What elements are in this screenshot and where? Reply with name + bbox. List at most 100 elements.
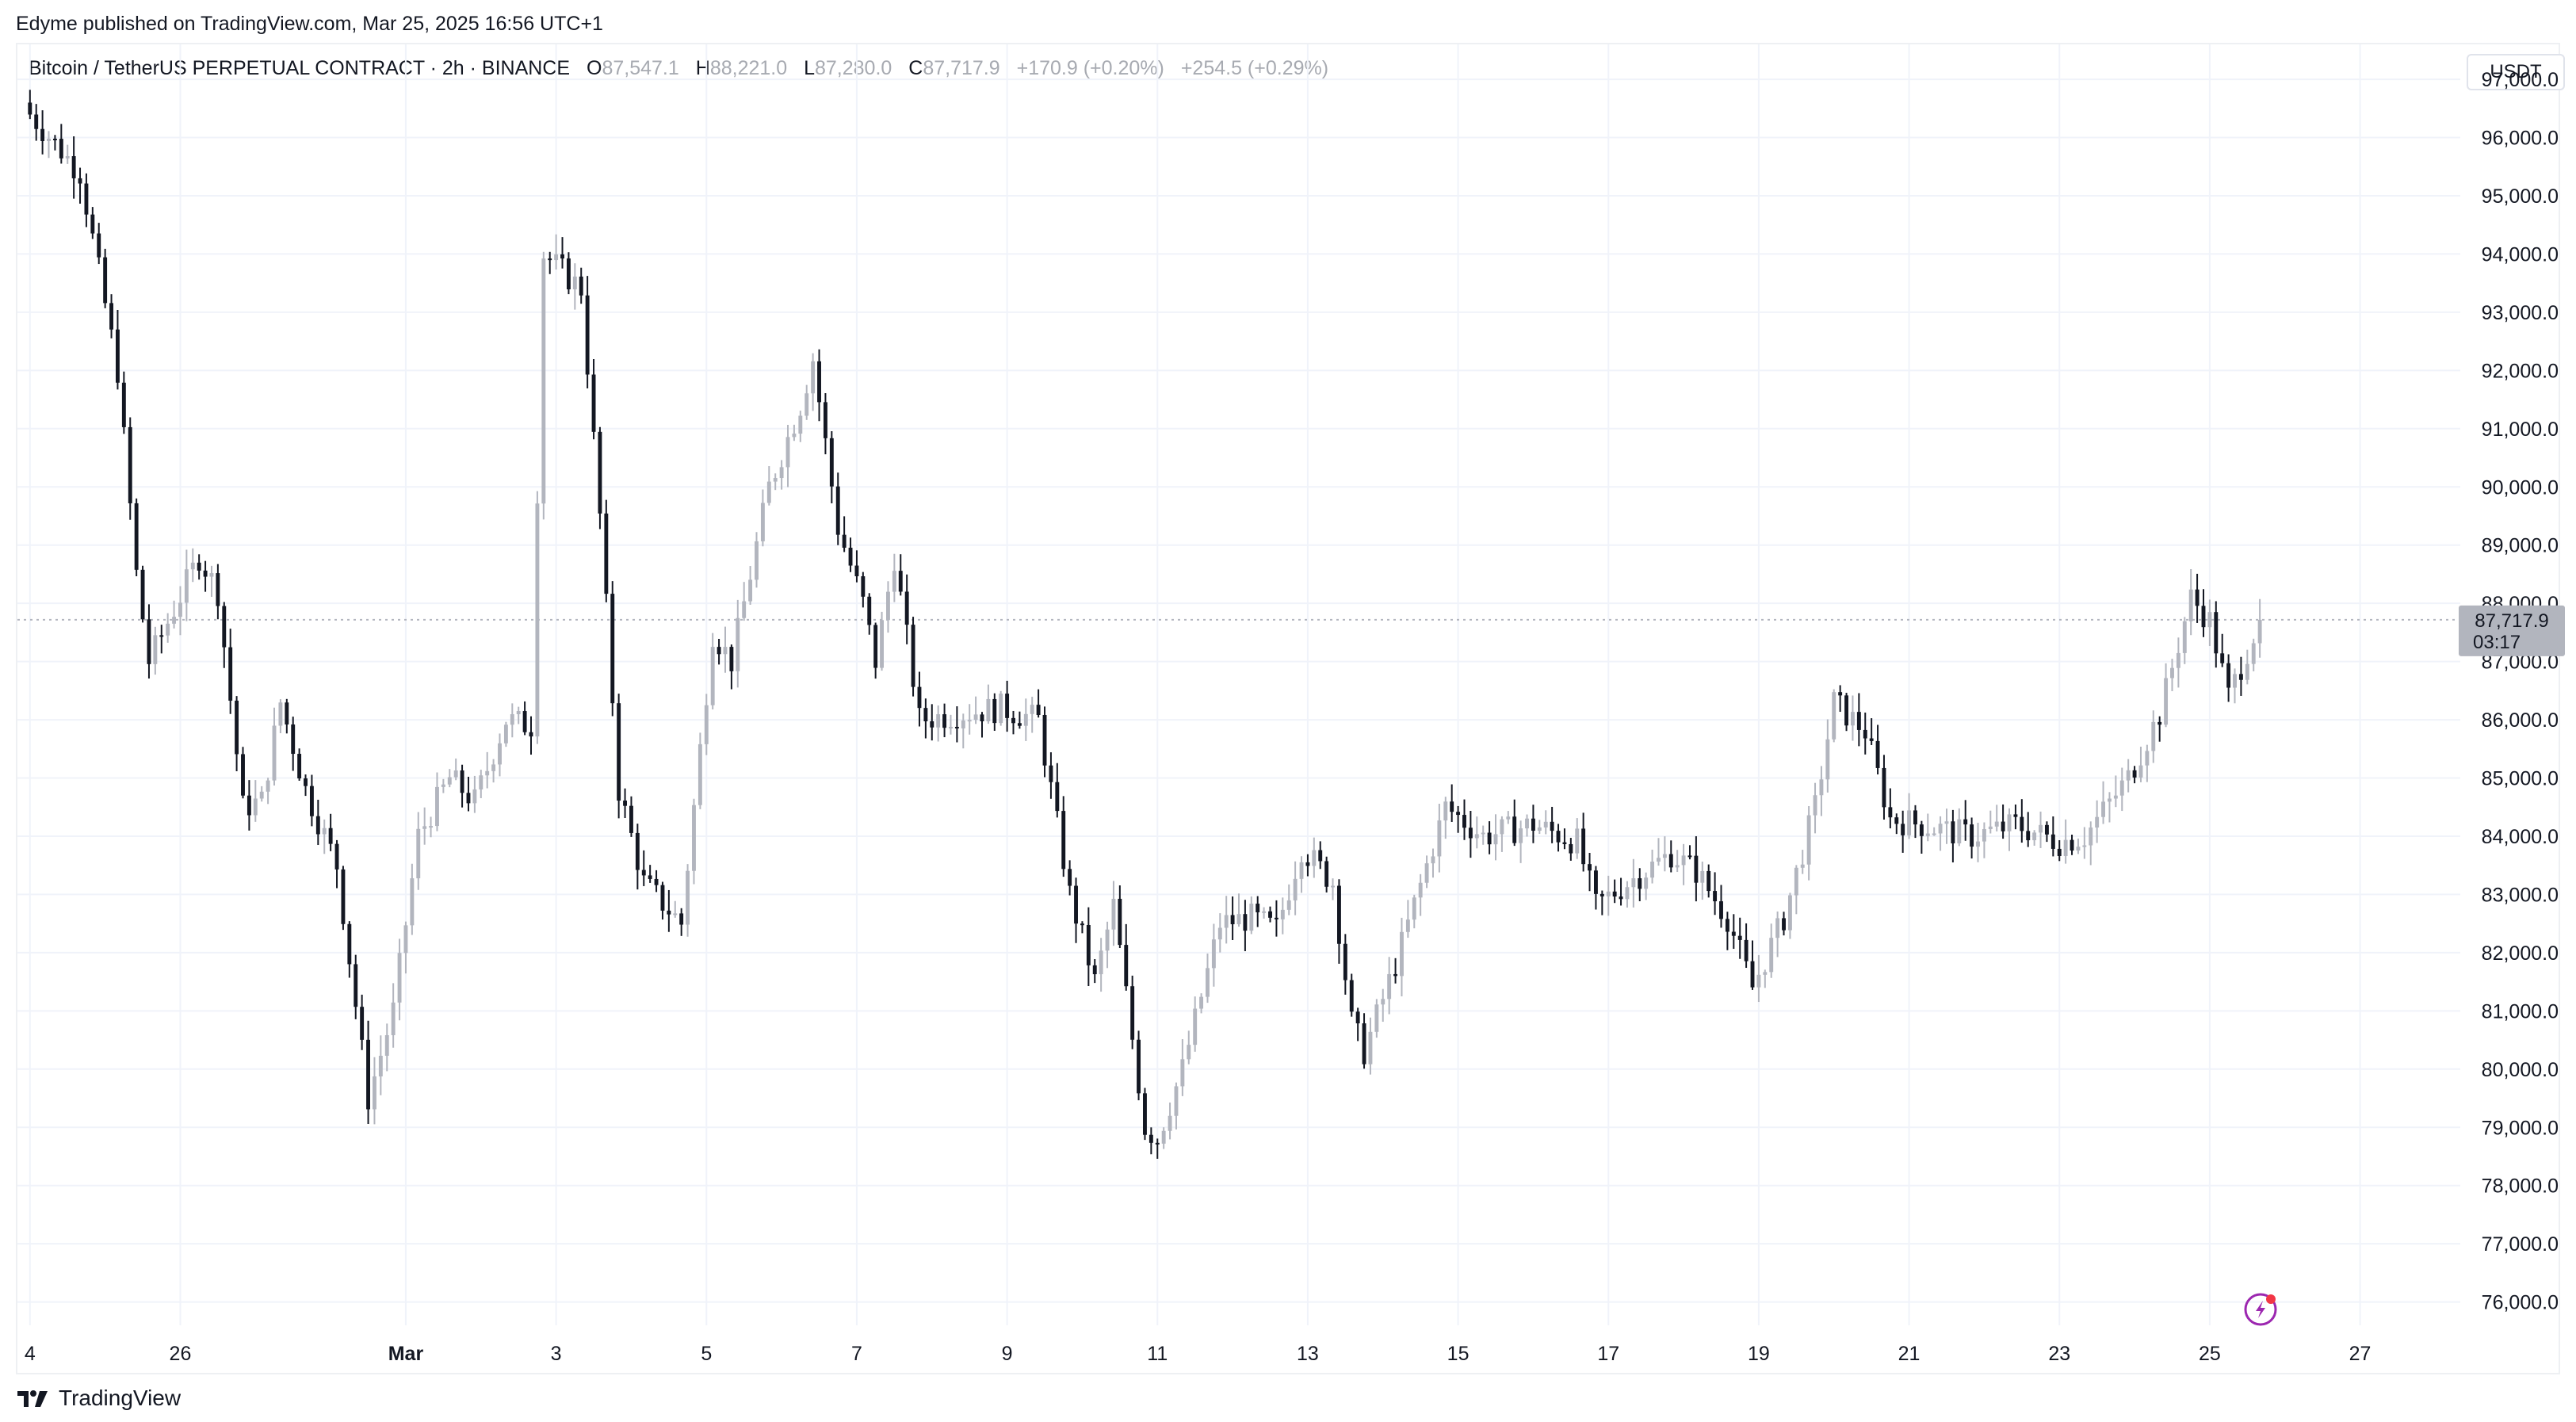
candle-body bbox=[886, 591, 890, 621]
candle-body bbox=[166, 623, 170, 636]
y-tick-label: 96,000.0 bbox=[2482, 128, 2559, 150]
candle-body bbox=[2164, 678, 2169, 725]
candle-body bbox=[2082, 845, 2087, 847]
candle-body bbox=[429, 826, 434, 828]
candle-body bbox=[2113, 795, 2118, 799]
candle-body bbox=[2182, 621, 2187, 653]
candle-body bbox=[97, 233, 101, 258]
candle-body bbox=[1581, 828, 1586, 865]
candle-body bbox=[304, 778, 308, 786]
candle-body bbox=[723, 647, 728, 655]
candle-body bbox=[128, 426, 132, 503]
y-tick-label: 93,000.0 bbox=[2482, 302, 2559, 324]
candle-body bbox=[2057, 848, 2062, 856]
candle-body bbox=[1750, 961, 1755, 988]
lightning-icon[interactable] bbox=[2244, 1293, 2277, 1326]
candle-body bbox=[930, 721, 934, 728]
candle-body bbox=[641, 870, 646, 876]
candle-body bbox=[748, 579, 753, 602]
candle-body bbox=[134, 503, 139, 570]
footer-brand[interactable]: TradingView bbox=[16, 1386, 181, 1411]
y-tick-label: 84,000.0 bbox=[2482, 826, 2559, 848]
x-tick-label: Mar bbox=[388, 1343, 424, 1365]
candle-body bbox=[2257, 619, 2262, 644]
candle-body bbox=[472, 789, 477, 804]
candle-body bbox=[1925, 833, 1930, 836]
candle-body bbox=[2207, 612, 2212, 628]
x-axis: 4 26 Mar 3 5 7 9 11 13 15 17 19 21 23 25 27 bbox=[25, 1343, 2372, 1365]
candle-body bbox=[1387, 973, 1392, 1000]
candle-body bbox=[717, 647, 721, 655]
candle-body bbox=[805, 393, 809, 416]
candle-body bbox=[1612, 891, 1617, 897]
close-value: 87,717.9 bbox=[923, 57, 1000, 79]
x-tick-label: 7 bbox=[851, 1343, 862, 1365]
candle-body bbox=[522, 711, 527, 732]
candle-body bbox=[1450, 801, 1454, 812]
candle-body bbox=[817, 361, 821, 403]
candle-body bbox=[2238, 674, 2243, 680]
candle-body bbox=[623, 801, 627, 806]
candle-body bbox=[1844, 695, 1848, 726]
candle-body bbox=[1005, 694, 1010, 718]
candle-body bbox=[1675, 865, 1680, 868]
candle-body bbox=[1305, 862, 1310, 866]
candle-body bbox=[617, 703, 621, 801]
x-tick-label: 19 bbox=[1748, 1343, 1770, 1365]
candle-body bbox=[1424, 863, 1429, 883]
candle-body bbox=[911, 625, 915, 687]
y-tick-label: 86,000.0 bbox=[2482, 709, 2559, 732]
symbol-title[interactable]: Bitcoin / TetherUS PERPETUAL CONTRACT · … bbox=[29, 57, 571, 79]
candle-body bbox=[453, 770, 458, 778]
candle-body bbox=[529, 732, 533, 737]
candle-body bbox=[491, 764, 496, 771]
high-value: 88,221.0 bbox=[709, 57, 788, 79]
candle-body bbox=[1813, 795, 1817, 816]
candle-body bbox=[873, 625, 878, 668]
candle-body bbox=[241, 754, 245, 796]
candle-body bbox=[328, 828, 333, 844]
candle-body bbox=[1650, 862, 1655, 878]
candle-body bbox=[2026, 831, 2031, 841]
candle-body bbox=[441, 784, 445, 787]
candle-body bbox=[2007, 814, 2012, 831]
candle-body bbox=[541, 258, 546, 504]
candle-body bbox=[980, 714, 984, 721]
candle-body bbox=[253, 798, 258, 816]
x-tick-label: 25 bbox=[2199, 1343, 2221, 1365]
candle-body bbox=[1737, 935, 1742, 940]
candle-body bbox=[2020, 816, 2024, 831]
candle-body bbox=[1324, 861, 1329, 887]
candle-body bbox=[1938, 824, 1943, 834]
candle-body bbox=[140, 569, 145, 620]
candle-body bbox=[1970, 824, 1974, 847]
last-price-tag: 87,717.9 03:17 bbox=[2459, 605, 2565, 656]
candle-body bbox=[835, 486, 840, 535]
candle-body bbox=[842, 534, 847, 548]
candle-body bbox=[397, 953, 402, 1003]
candle-body bbox=[736, 617, 740, 671]
candle-body bbox=[52, 138, 57, 140]
candle-body bbox=[1381, 999, 1385, 1005]
candle-body bbox=[2170, 667, 2174, 679]
candle-body bbox=[560, 254, 564, 259]
candle-body bbox=[1118, 898, 1122, 946]
candle-body bbox=[1994, 821, 1999, 827]
candle-body bbox=[942, 714, 947, 728]
candle-body bbox=[792, 434, 797, 438]
candle-body bbox=[65, 156, 70, 159]
candle-body bbox=[755, 541, 759, 580]
y-tick-label: 76,000.0 bbox=[2482, 1292, 2559, 1314]
y-tick-label: 77,000.0 bbox=[2482, 1233, 2559, 1256]
candle-body bbox=[378, 1055, 383, 1077]
candle-body bbox=[1832, 692, 1836, 740]
candle-body bbox=[216, 573, 220, 606]
candle-body bbox=[2063, 839, 2068, 856]
y-tick-label: 83,000.0 bbox=[2482, 884, 2559, 906]
x-tick-label: 21 bbox=[1898, 1343, 1921, 1365]
x-tick-label: 15 bbox=[1447, 1343, 1470, 1365]
currency-selector[interactable]: USDT bbox=[2467, 54, 2565, 90]
candle-body bbox=[1819, 779, 1824, 796]
candle-body bbox=[1725, 919, 1729, 932]
